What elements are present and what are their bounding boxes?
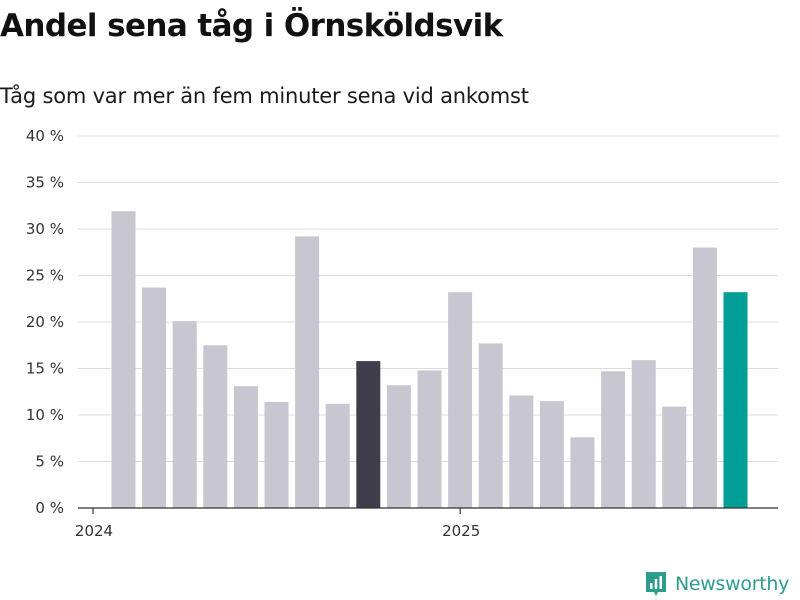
grid-lines [78,135,778,462]
x-axis [78,507,778,514]
x-tick-label: 2025 [442,522,480,540]
y-tick-label: 5 % [35,453,64,471]
y-tick-label: 40 % [26,127,64,145]
bar [448,292,473,508]
newsworthy-brand: Newsworthy [644,569,789,599]
bar [570,437,595,508]
bar [417,370,442,508]
bar [325,403,350,508]
chart-subtitle: Tåg som var mer än fem minuter sena vid … [0,84,529,108]
bar [111,211,136,509]
bar [631,360,656,508]
bar [478,343,503,508]
y-tick-label: 15 % [26,360,64,378]
bars [111,211,748,509]
bar [662,406,687,508]
y-tick-label: 30 % [26,220,64,238]
y-axis-labels: 0 % 5 % 10 % 15 % 20 % 25 % 30 % 35 % 40 % [26,127,64,517]
bar [142,287,167,508]
bar [601,371,626,508]
bar [264,402,289,508]
x-axis-labels: 2024 2025 [75,522,480,540]
y-tick-label: 25 % [26,267,64,285]
bar [723,292,748,508]
bar [295,236,320,508]
y-tick-label: 35 % [26,174,64,192]
y-tick-label: 10 % [26,406,64,424]
bar [692,247,717,508]
bar [386,385,411,508]
y-tick-label: 0 % [35,499,64,517]
bar [203,345,228,509]
bar [539,401,564,508]
x-tick-label: 2024 [75,522,113,540]
bar [172,321,197,508]
bar [356,361,381,508]
chart-title: Andel sena tåg i Örnsköldsvik [0,8,503,44]
newsworthy-logo-icon [646,572,666,596]
bar [233,386,258,508]
bar [509,395,534,508]
y-tick-label: 20 % [26,313,64,331]
brand-name: Newsworthy [675,573,790,595]
